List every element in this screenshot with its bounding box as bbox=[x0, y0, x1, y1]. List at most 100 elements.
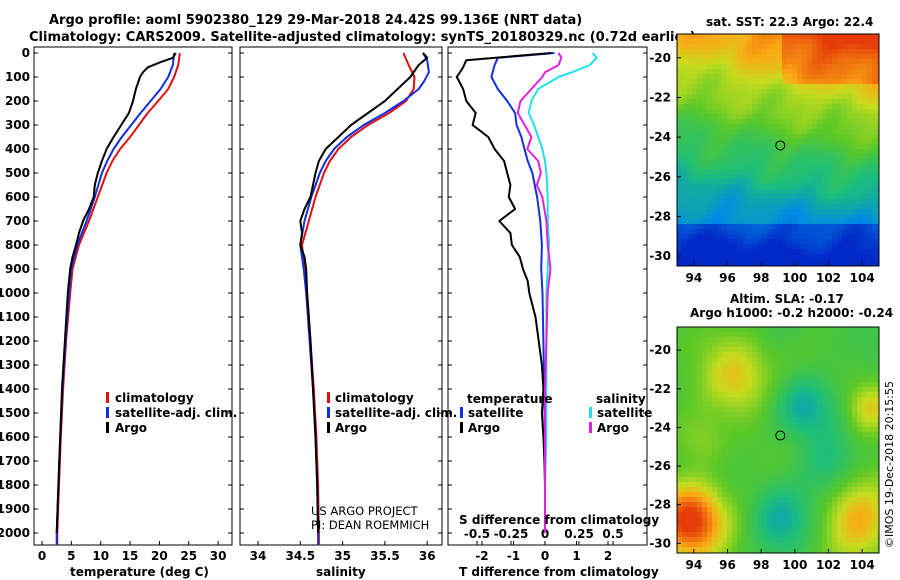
sla-cell bbox=[687, 352, 693, 358]
sst-cell bbox=[722, 259, 728, 265]
sst-cell bbox=[772, 229, 778, 235]
sst-cell bbox=[757, 174, 763, 180]
sla-cell bbox=[832, 422, 838, 428]
sla-cell bbox=[872, 402, 878, 408]
sst-cell bbox=[682, 214, 688, 220]
sst-cell bbox=[687, 44, 693, 50]
sla-cell bbox=[847, 487, 853, 493]
sla-cell bbox=[752, 327, 758, 333]
sst-cell bbox=[837, 94, 843, 100]
sla-cell bbox=[692, 492, 698, 498]
sla-cell bbox=[797, 332, 803, 338]
sst-cell bbox=[762, 229, 768, 235]
sst-cell bbox=[842, 79, 848, 85]
sla-cell bbox=[772, 357, 778, 363]
sst-cell bbox=[782, 134, 788, 140]
sst-cell bbox=[697, 219, 703, 225]
sla-cell bbox=[797, 497, 803, 503]
sst-cell bbox=[692, 84, 698, 90]
sla-cell bbox=[867, 437, 873, 443]
sla-cell bbox=[767, 402, 773, 408]
sla-cell bbox=[847, 372, 853, 378]
sla-cell bbox=[872, 327, 878, 333]
sst-cell bbox=[717, 229, 723, 235]
sst-cell bbox=[862, 64, 868, 70]
sla-cell bbox=[787, 357, 793, 363]
sla-cell bbox=[707, 362, 713, 368]
sst-cell bbox=[847, 104, 853, 110]
sla-cell bbox=[817, 432, 823, 438]
sst-cell bbox=[817, 229, 823, 235]
sst-cell bbox=[707, 239, 713, 245]
sla-cell bbox=[822, 432, 828, 438]
sst-cell bbox=[852, 234, 858, 240]
sla-cell bbox=[692, 437, 698, 443]
sst-cell bbox=[732, 159, 738, 165]
sst-cell bbox=[802, 234, 808, 240]
sla-cell bbox=[767, 452, 773, 458]
sst-cell bbox=[842, 194, 848, 200]
sla-cell bbox=[677, 347, 683, 353]
sla-cell bbox=[792, 347, 798, 353]
sla-cell bbox=[767, 352, 773, 358]
sst-cell bbox=[852, 69, 858, 75]
sla-map-title-2: Argo h1000: -0.2 h2000: -0.24 bbox=[690, 306, 893, 320]
sst-cell bbox=[737, 149, 743, 155]
sst-cell bbox=[727, 129, 733, 135]
sla-cell bbox=[812, 472, 818, 478]
sst-cell bbox=[842, 259, 848, 265]
sst-cell bbox=[717, 49, 723, 55]
sst-cell bbox=[717, 179, 723, 185]
sst-cell bbox=[857, 174, 863, 180]
sst-cell bbox=[792, 139, 798, 145]
sla-cell bbox=[827, 327, 833, 333]
sla-cell bbox=[807, 462, 813, 468]
sst-cell bbox=[732, 89, 738, 95]
sla-cell bbox=[852, 452, 858, 458]
sla-cell bbox=[827, 392, 833, 398]
sla-cell bbox=[842, 387, 848, 393]
sst-cell bbox=[737, 264, 743, 266]
sla-cell bbox=[692, 397, 698, 403]
sla-cell bbox=[877, 532, 879, 538]
sla-cell bbox=[857, 397, 863, 403]
sla-cell bbox=[687, 477, 693, 483]
sla-cell bbox=[792, 512, 798, 518]
sst-cell bbox=[747, 209, 753, 215]
sla-cell bbox=[822, 372, 828, 378]
sst-cell bbox=[817, 34, 823, 40]
sst-cell bbox=[792, 39, 798, 45]
sst-cell bbox=[877, 44, 879, 50]
sla-cell bbox=[782, 392, 788, 398]
sst-cell bbox=[712, 219, 718, 225]
sla-cell bbox=[877, 332, 879, 338]
sla-cell bbox=[712, 487, 718, 493]
sla-cell bbox=[767, 462, 773, 468]
sla-cell bbox=[807, 482, 813, 488]
sst-cell bbox=[822, 259, 828, 265]
sla-cell bbox=[747, 492, 753, 498]
sst-cell bbox=[797, 199, 803, 205]
sst-cell bbox=[872, 114, 878, 120]
sla-cell bbox=[842, 502, 848, 508]
sla-cell bbox=[832, 432, 838, 438]
sla-cell bbox=[742, 537, 748, 543]
sla-cell bbox=[837, 327, 843, 333]
sla-cell bbox=[687, 357, 693, 363]
sla-cell bbox=[717, 532, 723, 538]
sla-cell bbox=[722, 377, 728, 383]
sla-cell bbox=[877, 357, 879, 363]
sla-cell bbox=[852, 327, 858, 333]
sst-cell bbox=[782, 209, 788, 215]
sst-cell bbox=[687, 144, 693, 150]
sla-cell bbox=[682, 447, 688, 453]
sst-cell bbox=[767, 254, 773, 260]
sla-cell bbox=[762, 512, 768, 518]
sst-cell bbox=[772, 199, 778, 205]
sla-cell bbox=[687, 342, 693, 348]
sla-cell bbox=[847, 377, 853, 383]
sst-cell bbox=[862, 84, 868, 90]
sst-cell bbox=[762, 159, 768, 165]
map-y-tick-label: -26 bbox=[649, 459, 671, 473]
sla-cell bbox=[747, 357, 753, 363]
